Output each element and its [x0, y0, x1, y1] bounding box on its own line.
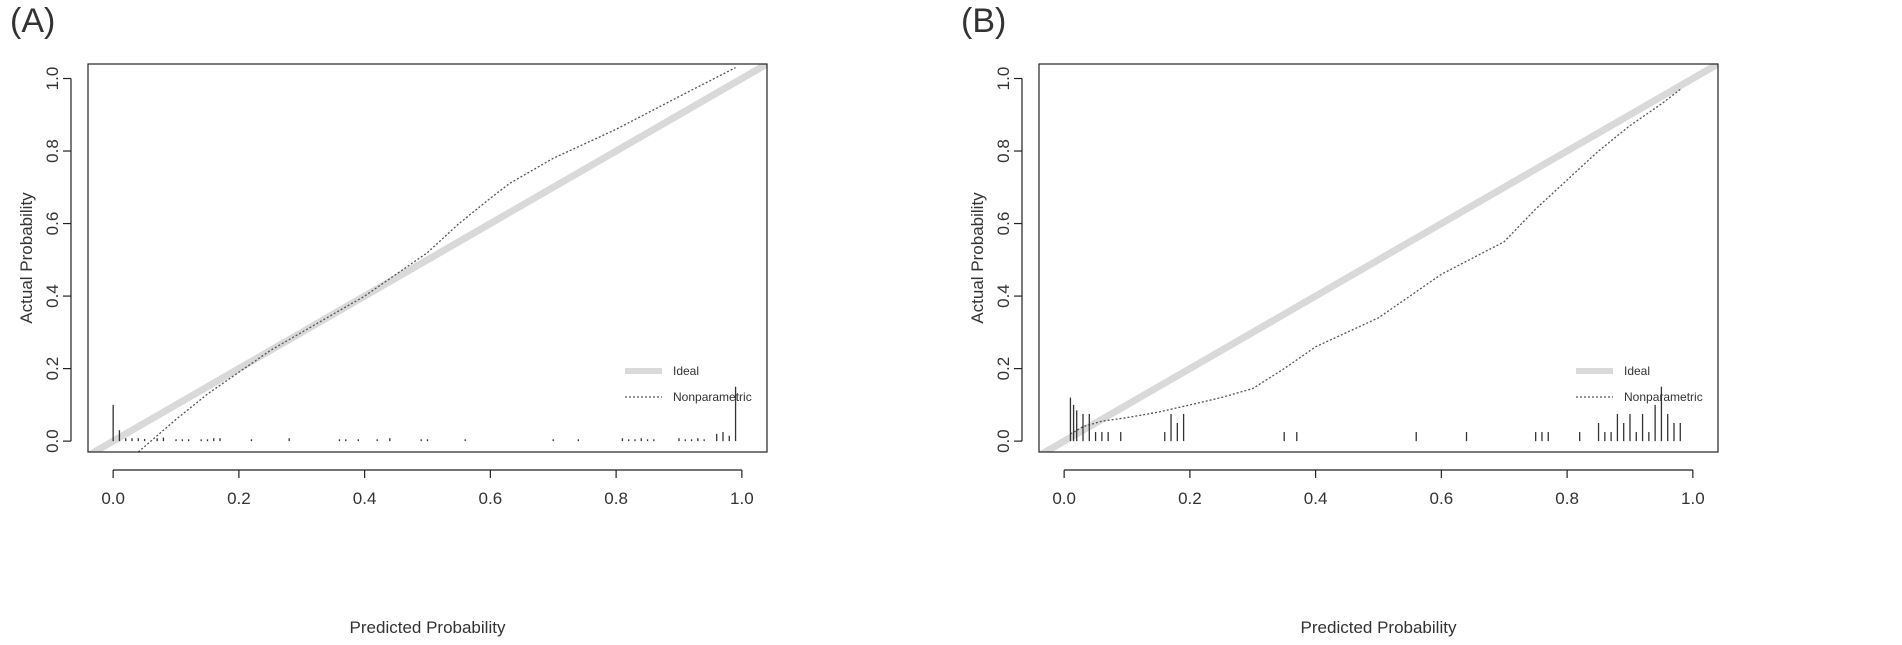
calibration-plot-a: (A) 0.0 0.2 0.4 0.6 0.8 1.0 Predicted Probabil… [10, 2, 768, 637]
legend-nonparametric-label: Nonparametric [673, 390, 752, 404]
plot-frame [87, 63, 768, 453]
x-axis-title: Predicted Probability [1301, 618, 1457, 637]
nonparametric-line [1070, 88, 1681, 435]
y-tick-label: 0.8 [994, 139, 1013, 163]
x-tick-label: 0.8 [1555, 489, 1579, 508]
x-tick-label: 1.0 [1681, 489, 1705, 508]
y-tick-label: 0.2 [43, 357, 62, 381]
x-axis-title: Predicted Probability [350, 618, 506, 637]
y-axis: 0.0 0.2 0.4 0.6 0.8 1.0 [43, 67, 72, 453]
y-tick-label: 1.0 [994, 67, 1013, 91]
panel-label-a: (A) [10, 2, 56, 40]
x-axis: 0.0 0.2 0.4 0.6 0.8 1.0 [101, 469, 754, 508]
y-tick-label: 0.4 [994, 284, 1013, 308]
x-tick-label: 0.2 [227, 489, 251, 508]
nonparametric-line [137, 67, 736, 452]
ideal-line [88, 64, 767, 452]
y-tick-label: 0.6 [994, 212, 1013, 236]
chart-svg-b: 0.0 0.2 0.4 0.6 0.8 1.0 Predicted Probability 0… [968, 63, 1719, 637]
legend: Ideal Nonparametric [1576, 364, 1703, 404]
x-tick-label: 0.4 [1304, 489, 1328, 508]
panel-label-b: (B) [961, 2, 1007, 40]
x-tick-label: 0.4 [353, 489, 377, 508]
x-tick-label: 0.0 [101, 489, 125, 508]
y-axis: 0.0 0.2 0.4 0.6 0.8 1.0 [994, 67, 1023, 453]
y-tick-label: 0.0 [43, 429, 62, 453]
x-tick-label: 0.6 [1430, 489, 1454, 508]
y-axis-title: Actual Probability [17, 192, 36, 324]
y-tick-label: 0.4 [43, 284, 62, 308]
x-tick-label: 0.0 [1052, 489, 1076, 508]
y-axis-title: Actual Probability [968, 192, 987, 324]
legend: Ideal Nonparametric [625, 364, 752, 404]
y-tick-label: 1.0 [43, 67, 62, 91]
x-tick-label: 1.0 [730, 489, 754, 508]
calibration-plot-b: (B) 0.0 0.2 0.4 0.6 0.8 1.0 Predicted Probabil… [951, 0, 1902, 645]
x-tick-label: 0.6 [479, 489, 503, 508]
y-tick-label: 0.2 [994, 357, 1013, 381]
legend-nonparametric-label: Nonparametric [1624, 390, 1703, 404]
y-tick-label: 0.8 [43, 139, 62, 163]
x-tick-label: 0.2 [1178, 489, 1202, 508]
x-tick-label: 0.8 [604, 489, 628, 508]
ideal-line [1039, 64, 1718, 452]
legend-ideal-label: Ideal [673, 364, 699, 378]
plot-area [88, 64, 767, 452]
legend-ideal-label: Ideal [1624, 364, 1650, 378]
plot-frame [1038, 63, 1719, 453]
plot-area [1039, 64, 1718, 452]
chart-svg-a: 0.0 0.2 0.4 0.6 0.8 1.0 Predicted Probability 0… [17, 63, 768, 637]
y-tick-label: 0.0 [994, 429, 1013, 453]
y-tick-label: 0.6 [43, 212, 62, 236]
x-axis: 0.0 0.2 0.4 0.6 0.8 1.0 [1052, 469, 1705, 508]
